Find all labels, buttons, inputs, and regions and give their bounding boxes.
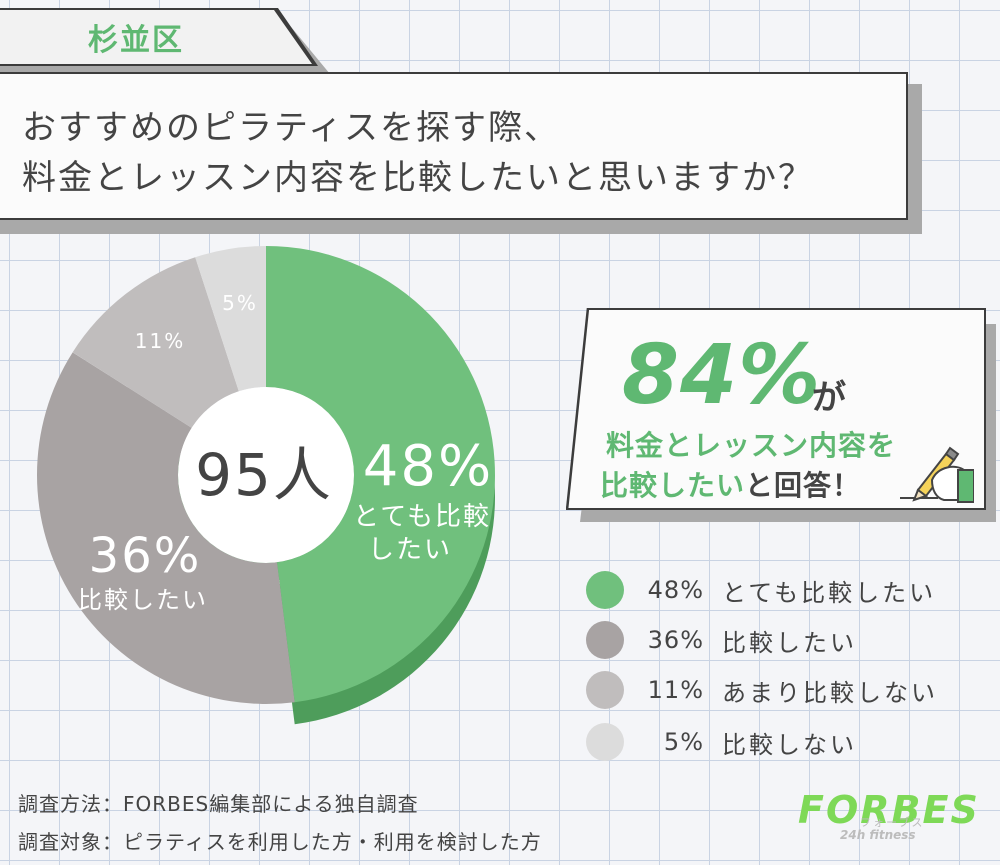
legend-item-not-compare: 5% 比較しない — [586, 722, 857, 762]
region-tag — [0, 10, 312, 64]
legend-swatch-very-compare — [586, 571, 624, 609]
pie-slice-3 — [195, 246, 266, 392]
center-total-label: 95人 — [195, 441, 333, 509]
legend-pct: 11% — [647, 676, 704, 704]
question-line-1: おすすめのピラティスを探す際、 — [22, 108, 560, 148]
legend-swatch-rarely-compare — [586, 671, 624, 709]
callout-line-2-green: 比較したい — [600, 469, 746, 502]
legend-item-rarely-compare: 11% あまり比較しない — [586, 670, 938, 710]
callout-line-2: 比較したいと回答！ — [600, 464, 861, 504]
region-tag-label: 杉並区 — [88, 23, 184, 58]
legend-swatch-compare — [586, 621, 624, 659]
survey-method: 調査方法：FORBES編集部による独自調査 — [18, 792, 419, 816]
pie-slice-1 — [36, 352, 295, 704]
question-box — [0, 72, 908, 220]
slice-label-0-line2: したい — [368, 535, 452, 565]
callout-box — [566, 308, 986, 510]
callout-percentage: 84% — [622, 328, 822, 423]
slice-label-3-pct: 5% — [222, 291, 258, 315]
legend-label: あまり比較しない — [722, 678, 938, 707]
question-line-2: 料金とレッスン内容を比較したいと思いますか？ — [22, 158, 814, 198]
legend-pct: 36% — [647, 626, 704, 654]
slice-label-0-line1: とても比較 — [353, 502, 491, 532]
donut-hole — [178, 387, 354, 563]
legend-item-compare: 36% 比較したい — [586, 620, 857, 660]
survey-target: 調査対象：ピラティスを利用した方・利用を検討した方 — [18, 830, 542, 854]
slice-label-2-pct: 11% — [135, 329, 185, 353]
callout-line-1: 料金とレッスン内容を — [606, 429, 897, 462]
legend-label: 比較しない — [722, 730, 857, 759]
legend-item-very-compare: 48% とても比較したい — [586, 570, 936, 610]
donut-chart: 95人 48%とても比較したい 36%比較したい 11% 5% — [36, 246, 496, 725]
pie-slice-0 — [266, 246, 496, 703]
pie-slice-2 — [72, 257, 239, 428]
legend-label: とても比較したい — [722, 578, 937, 607]
slice-label-0-pct: 48% — [363, 434, 493, 499]
callout-slant-border — [566, 308, 590, 510]
brand-logo-kana: フォーブス — [860, 816, 925, 829]
callout-particle: が — [812, 378, 846, 418]
legend-pct: 5% — [663, 728, 704, 756]
legend-label: 比較したい — [722, 628, 857, 657]
hand-pencil-icon — [900, 446, 974, 503]
brand-logo: FORBES — [798, 788, 980, 832]
slice-label-1-pct: 36% — [89, 528, 202, 584]
slice-label-1-line1: 比較したい — [78, 586, 208, 614]
brand-logo-tagline: 24h fitness — [840, 828, 916, 842]
callout-line-2-rest: と回答！ — [745, 469, 862, 502]
legend-swatch-not-compare — [586, 723, 624, 761]
legend-pct: 48% — [647, 576, 704, 604]
